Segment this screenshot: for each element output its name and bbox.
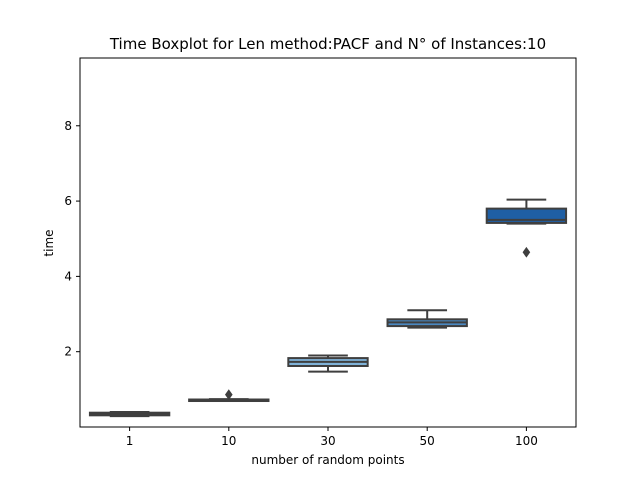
y-tick-label: 4 [64, 269, 72, 283]
x-tick-label: 50 [420, 434, 435, 448]
x-tick-label: 100 [515, 434, 538, 448]
y-tick-label: 6 [64, 194, 72, 208]
x-tick-label: 10 [221, 434, 236, 448]
outlier-point [522, 246, 531, 258]
outlier-point [224, 389, 233, 400]
y-tick-label: 2 [64, 345, 72, 359]
y-tick-label: 8 [64, 119, 72, 133]
y-axis-label: time [42, 229, 56, 256]
plot-area: 2 4 6 8 1 10 30 50 100 [64, 119, 568, 448]
x-axis-label: number of random points [251, 453, 404, 467]
plot-frame [79, 57, 577, 428]
x-tick-label: 1 [126, 434, 134, 448]
x-tick-label: 30 [320, 434, 335, 448]
chart-title: Time Boxplot for Len method:PACF and N° … [109, 35, 546, 53]
